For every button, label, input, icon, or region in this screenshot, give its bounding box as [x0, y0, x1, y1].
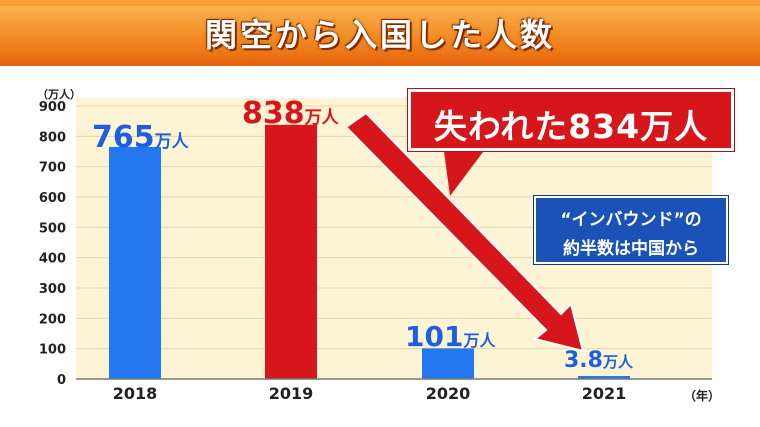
bar-2020	[422, 348, 474, 379]
y-tick-label: 900	[39, 100, 66, 115]
y-tick-label: 800	[39, 130, 66, 145]
y-axis-ticks: 0 100 200 300 400 500 600 700 800 900	[39, 100, 66, 388]
value-number: 3.8	[564, 348, 603, 373]
chart-title: 関空から入国した人数	[204, 16, 555, 54]
value-unit: 万人	[154, 132, 190, 152]
loss-callout-text: 失われた834万人	[433, 107, 709, 146]
value-unit: 万人	[462, 331, 496, 350]
x-category-2019: 2019	[269, 384, 314, 403]
value-label-2020: 101万人	[405, 320, 496, 353]
decline-arrow	[344, 111, 585, 353]
y-tick-label: 400	[39, 252, 66, 267]
x-category-2020: 2020	[426, 384, 471, 403]
x-category-2021: 2021	[582, 384, 627, 403]
y-tick-label: 200	[39, 312, 66, 327]
value-number: 838	[242, 96, 305, 131]
decline-arrow-shape	[344, 111, 585, 353]
inbound-note-line1: “インバウンド”の	[560, 210, 702, 230]
inbound-note-line2: 約半数は中国から	[563, 239, 699, 259]
y-tick-label: 300	[39, 282, 66, 297]
value-label-2018: 765万人	[92, 120, 190, 155]
inbound-note: “インバウンド”の 約半数は中国から	[534, 196, 728, 264]
value-label-2021: 3.8万人	[564, 348, 634, 373]
title-banner-band	[0, 6, 760, 60]
y-tick-label: 700	[39, 161, 66, 176]
y-tick-label: 100	[39, 343, 66, 358]
x-axis-categories: 2018 2019 2020 2021	[113, 384, 627, 403]
title-banner: 関空から入国した人数	[0, 0, 760, 66]
bars	[109, 124, 630, 379]
y-axis-unit: （万人）	[37, 88, 81, 101]
gridlines	[76, 105, 712, 350]
loss-callout-pointer	[443, 144, 489, 196]
y-tick-label: 0	[57, 373, 66, 388]
loss-callout: 失われた834万人	[408, 89, 734, 151]
x-axis-unit: （年）	[684, 389, 721, 403]
bar-2019	[265, 124, 317, 379]
value-unit: 万人	[304, 108, 340, 128]
value-number: 101	[405, 320, 463, 353]
bar-2021	[578, 376, 630, 379]
x-category-2018: 2018	[113, 384, 158, 403]
y-tick-label: 600	[39, 191, 66, 206]
y-tick-label: 500	[39, 221, 66, 236]
value-number: 765	[92, 120, 155, 155]
bar-2018	[109, 146, 161, 379]
value-label-2019: 838万人	[242, 96, 340, 131]
value-unit: 万人	[602, 353, 634, 371]
